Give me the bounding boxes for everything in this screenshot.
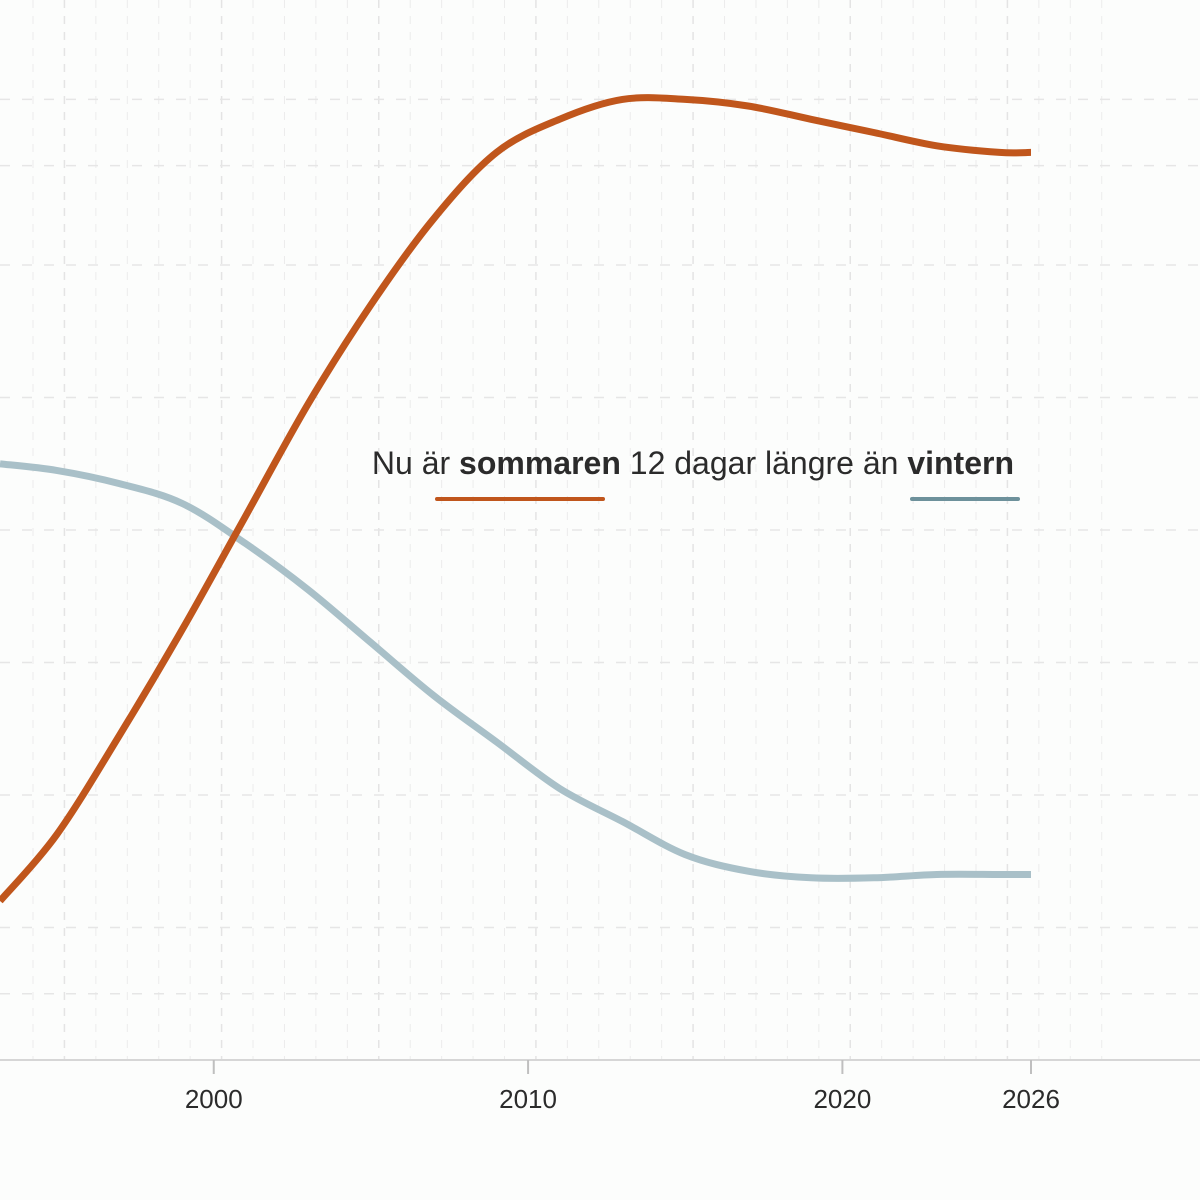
x-axis-ticks: 2000 2010 2020 2026 [185,1060,1060,1114]
annotation-summer-word: sommaren [459,445,621,481]
series-line-sommaren [0,94,1032,904]
series-layer [0,94,1032,904]
annotation-middle: 12 dagar längre än [621,445,907,481]
annotation-prefix: Nu är [372,445,459,481]
x-tick-label: 2010 [499,1084,557,1114]
x-tick-label: 2020 [813,1084,871,1114]
annotation-winter-word: vintern [907,445,1014,481]
x-tick-label: 2026 [1002,1084,1060,1114]
grid [0,0,1200,1060]
x-tick-label: 2000 [185,1084,243,1114]
series-line-vintern [0,460,1031,882]
annotation-text: Nu är sommaren 12 dagar längre än vinter… [372,445,1014,481]
